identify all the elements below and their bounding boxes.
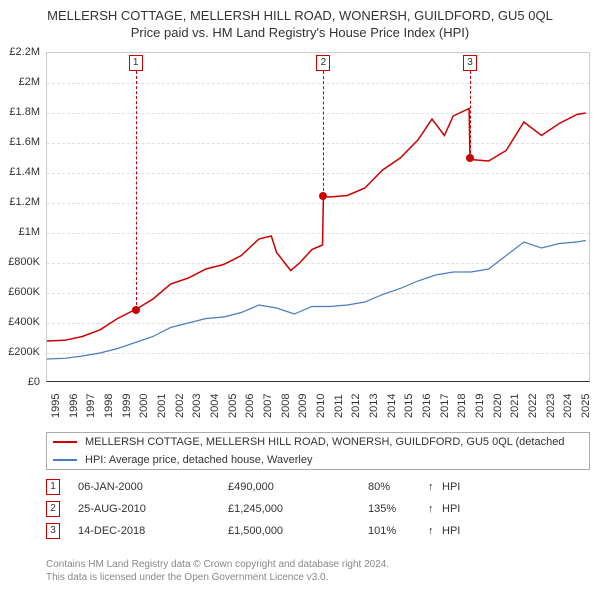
y-axis-label: £2M: [0, 76, 40, 88]
legend-swatch: [53, 441, 77, 443]
x-axis-label: 1997: [85, 394, 97, 418]
x-axis-label: 2005: [227, 394, 239, 418]
transaction-price: £490,000: [228, 481, 368, 493]
x-axis-label: 2020: [492, 394, 504, 418]
x-axis-label: 2000: [138, 394, 150, 418]
x-axis-label: 1999: [121, 394, 133, 418]
chart-title: MELLERSH COTTAGE, MELLERSH HILL ROAD, WO…: [0, 0, 600, 23]
x-axis-label: 2022: [527, 394, 539, 418]
x-axis-label: 1998: [103, 394, 115, 418]
marker-dot: [132, 306, 140, 314]
marker-badge: 1: [129, 55, 143, 71]
x-axis-label: 2016: [421, 394, 433, 418]
table-row: 2 25-AUG-2010 £1,245,000 135% ↑ HPI: [46, 498, 590, 520]
transaction-date: 14-DEC-2018: [78, 525, 228, 537]
marker-badge: 2: [316, 55, 330, 71]
x-axis-label: 2003: [191, 394, 203, 418]
transaction-hpi-label: HPI: [442, 481, 460, 493]
transaction-pct: 135%: [368, 503, 428, 515]
marker-leader-line: [136, 71, 137, 310]
x-axis-label: 2002: [174, 394, 186, 418]
x-axis-label: 2006: [244, 394, 256, 418]
transaction-price: £1,500,000: [228, 525, 368, 537]
x-axis-label: 2011: [333, 394, 345, 418]
x-axis-label: 2004: [209, 394, 221, 418]
y-axis-label: £1.4M: [0, 166, 40, 178]
line-plot-svg: [47, 53, 591, 383]
transaction-hpi-label: HPI: [442, 503, 460, 515]
transaction-badge: 2: [46, 501, 60, 517]
x-axis-label: 2023: [545, 394, 557, 418]
x-axis-label: 2009: [297, 394, 309, 418]
transaction-hpi-label: HPI: [442, 525, 460, 537]
marker-badge: 3: [463, 55, 477, 71]
marker-dot: [466, 154, 474, 162]
x-axis-label: 2021: [509, 394, 521, 418]
transaction-pct: 80%: [368, 481, 428, 493]
chart-area: 123 £0£200K£400K£600K£800K£1M£1.2M£1.4M£…: [46, 52, 590, 382]
legend-item: MELLERSH COTTAGE, MELLERSH HILL ROAD, WO…: [47, 433, 589, 451]
y-axis-label: £2.2M: [0, 46, 40, 58]
transaction-date: 06-JAN-2000: [78, 481, 228, 493]
chart-subtitle: Price paid vs. HM Land Registry's House …: [0, 23, 600, 40]
x-axis-label: 2025: [580, 394, 592, 418]
plot-background: 1 2 3: [46, 52, 590, 382]
x-axis-label: 2019: [474, 394, 486, 418]
chart-container: MELLERSH COTTAGE, MELLERSH HILL ROAD, WO…: [0, 0, 600, 590]
y-axis-label: £400K: [0, 316, 40, 328]
x-axis-label: 2010: [315, 394, 327, 418]
x-axis-label: 2017: [439, 394, 451, 418]
x-axis-label: 2013: [368, 394, 380, 418]
legend-label: HPI: Average price, detached house, Wave…: [85, 454, 312, 466]
transaction-pct: 101%: [368, 525, 428, 537]
transaction-badge: 3: [46, 523, 60, 539]
transaction-price: £1,245,000: [228, 503, 368, 515]
marker-leader-line: [323, 71, 324, 196]
table-row: 3 14-DEC-2018 £1,500,000 101% ↑ HPI: [46, 520, 590, 542]
up-arrow-icon: ↑: [428, 525, 442, 537]
y-axis-label: £1.2M: [0, 196, 40, 208]
transaction-badge: 1: [46, 479, 60, 495]
y-axis-label: £600K: [0, 286, 40, 298]
up-arrow-icon: ↑: [428, 481, 442, 493]
x-axis-label: 2001: [156, 394, 168, 418]
table-row: 1 06-JAN-2000 £490,000 80% ↑ HPI: [46, 476, 590, 498]
y-axis-label: £1.8M: [0, 106, 40, 118]
marker-dot: [319, 192, 327, 200]
marker-leader-line: [470, 71, 471, 158]
footer-line: Contains HM Land Registry data © Crown c…: [46, 558, 389, 571]
legend-label: MELLERSH COTTAGE, MELLERSH HILL ROAD, WO…: [85, 436, 564, 448]
y-axis-label: £800K: [0, 256, 40, 268]
x-axis-label: 2024: [562, 394, 574, 418]
x-axis-label: 2008: [280, 394, 292, 418]
up-arrow-icon: ↑: [428, 503, 442, 515]
x-axis-label: 1996: [68, 394, 80, 418]
footer-attribution: Contains HM Land Registry data © Crown c…: [46, 558, 389, 584]
legend: MELLERSH COTTAGE, MELLERSH HILL ROAD, WO…: [46, 432, 590, 470]
y-axis-label: £1.6M: [0, 136, 40, 148]
series-line-hpi: [47, 241, 586, 360]
y-axis-label: £200K: [0, 346, 40, 358]
x-axis-label: 1995: [50, 394, 62, 418]
y-axis-label: £0: [0, 376, 40, 388]
legend-swatch: [53, 459, 77, 461]
x-axis-label: 2007: [262, 394, 274, 418]
x-axis-label: 2018: [456, 394, 468, 418]
x-axis-label: 2012: [350, 394, 362, 418]
transactions-table: 1 06-JAN-2000 £490,000 80% ↑ HPI 2 25-AU…: [46, 476, 590, 542]
footer-line: This data is licensed under the Open Gov…: [46, 571, 389, 584]
x-axis-label: 2015: [403, 394, 415, 418]
y-axis-label: £1M: [0, 226, 40, 238]
x-axis-label: 2014: [386, 394, 398, 418]
legend-item: HPI: Average price, detached house, Wave…: [47, 451, 589, 469]
transaction-date: 25-AUG-2010: [78, 503, 228, 515]
